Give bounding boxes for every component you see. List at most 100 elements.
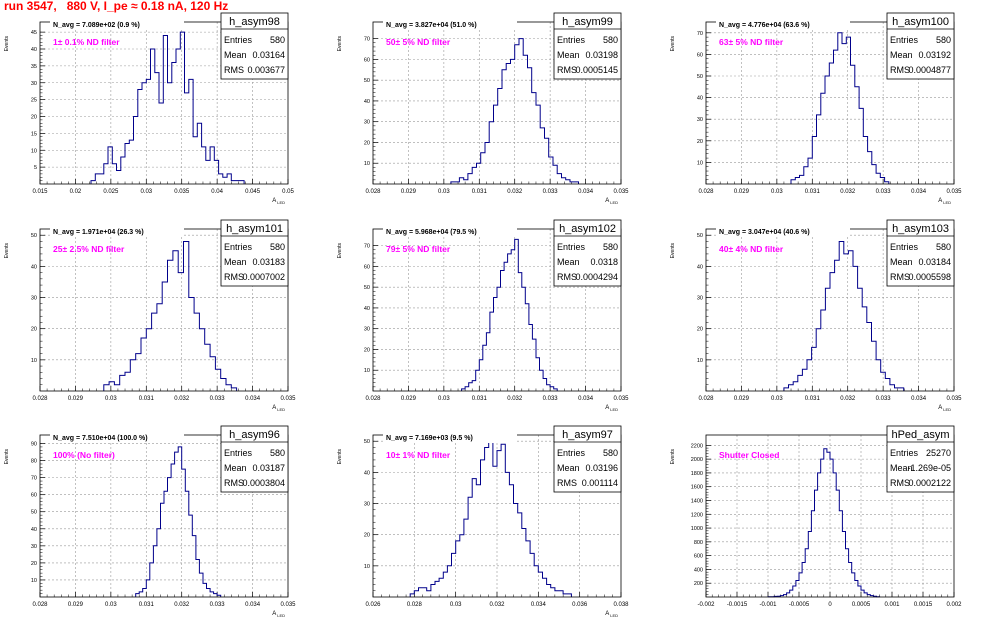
histogram-bin [130,360,135,391]
histogram-bin [468,174,472,184]
histogram-bin [795,178,799,184]
histogram-bin [178,447,182,597]
histogram-bin [210,357,215,391]
histogram-bin [824,449,827,597]
y-tick-label: 60 [364,264,370,270]
x-tick-label: 0.034 [531,602,547,608]
x-tick-label: -0.0005 [789,602,810,608]
y-tick-label: 1000 [691,526,703,532]
x-tick-label: 0.033 [876,396,892,402]
y-tick-label: 200 [694,581,703,587]
stats-value-entries: 25270 [926,448,951,458]
stats-key: Entries [890,448,919,458]
x-tick-label: 0.028 [698,396,714,402]
histogram-bin [472,381,476,391]
histogram-bin [104,385,109,391]
stats-box [886,219,955,287]
y-axis-label: Events [337,243,343,259]
histogram-bin [189,79,193,184]
histogram-line [450,38,579,184]
y-tick-label: 80 [31,459,37,465]
histogram-line [790,32,890,184]
navg-label: N_avg = 5.968e+04 (79.5 %) [386,229,477,236]
stats-key: RMS [890,272,910,282]
navg-label: N_avg = 7.169e+03 (9.5 %) [386,435,473,442]
x-tick-label: 0.028 [365,189,381,195]
histogram-bin [414,591,418,597]
filter-annotation: 1± 0.1% ND filter [53,37,120,47]
x-tick-label: 0.033 [543,189,559,195]
histogram-bin [890,385,895,391]
x-tick-label: 0.035 [613,396,629,402]
x-tick-label: 0.05 [282,189,294,195]
stats-value-mean: 0.0318 [590,257,618,267]
histogram-bin [812,136,816,184]
x-tick-label: 0.032 [507,396,523,402]
histogram-bin [529,325,533,391]
histogram-bin [807,360,812,391]
y-tick-label: 10 [697,358,703,364]
x-tick-label: 0.032 [840,396,856,402]
stats-value-entries: 580 [603,35,618,45]
y-tick-label: 60 [364,57,370,63]
histogram-bin [835,260,840,391]
histogram-bin [522,528,526,597]
histogram-bin [146,79,150,184]
histogram-bin [207,588,211,597]
x-tick-label: 0.035 [613,189,629,195]
x-tick-label: 0.028 [32,396,48,402]
histogram-bin [173,251,178,391]
histogram-bin [114,385,119,391]
y-tick-label: 40 [364,306,370,312]
histogram-line [461,238,558,391]
histogram-bin [498,88,502,184]
y-tick-label: 50 [364,285,370,291]
histogram-bin [206,160,210,184]
histogram-bin [231,181,235,184]
navg-label: N_avg = 7.510e+04 (100.0 %) [53,435,148,442]
stats-key: Entries [224,448,253,458]
stats-key: Entries [890,242,919,252]
histogram-bin [240,181,244,184]
navg-label: N_avg = 7.089e+02 (0.9 %) [53,22,140,29]
histogram-bin [833,473,836,597]
histogram-bin [210,147,214,184]
y-tick-label: 10 [31,358,37,364]
histogram-bin [868,152,872,184]
histogram-title: h_asym102 [559,223,616,235]
x-tick-label: 0.033 [210,396,226,402]
y-axis-label: Events [337,449,343,465]
stats-key: Mean [890,463,913,473]
x-tick-label: 0.002 [946,602,962,608]
y-tick-label: 30 [364,327,370,333]
y-tick-label: 5 [34,165,37,171]
histogram-bin [199,573,203,597]
x-tick-label: 0.03 [105,396,117,402]
histogram-bin [862,307,867,391]
histogram-bin [129,140,133,184]
histogram-bin [108,147,112,184]
histogram-bin [223,177,227,184]
stats-key: RMS [890,65,910,75]
x-tick-label: 0.032 [489,602,505,608]
x-tick-label: 0.029 [401,396,417,402]
histogram-bin [821,310,826,391]
navg-box [383,225,517,237]
histogram-bin [791,180,795,184]
x-tick-label: 0.029 [401,189,417,195]
histogram-title: h_asym98 [229,16,280,28]
stats-key: Entries [224,242,253,252]
histogram-bin [534,566,538,597]
histogram-bin [538,572,542,597]
x-tick-label: 0.029 [734,396,750,402]
stats-key: Entries [557,35,586,45]
x-tick-label: 0.04 [211,189,223,195]
y-tick-label: 20 [364,533,370,539]
y-tick-label: 40 [364,99,370,105]
histogram-bin [476,370,480,391]
histogram-bin [143,588,147,597]
histogram-bin [172,63,176,185]
histogram-bin [547,585,551,597]
x-tick-label: 0.036 [572,602,588,608]
x-tick-label: 0.034 [245,396,261,402]
